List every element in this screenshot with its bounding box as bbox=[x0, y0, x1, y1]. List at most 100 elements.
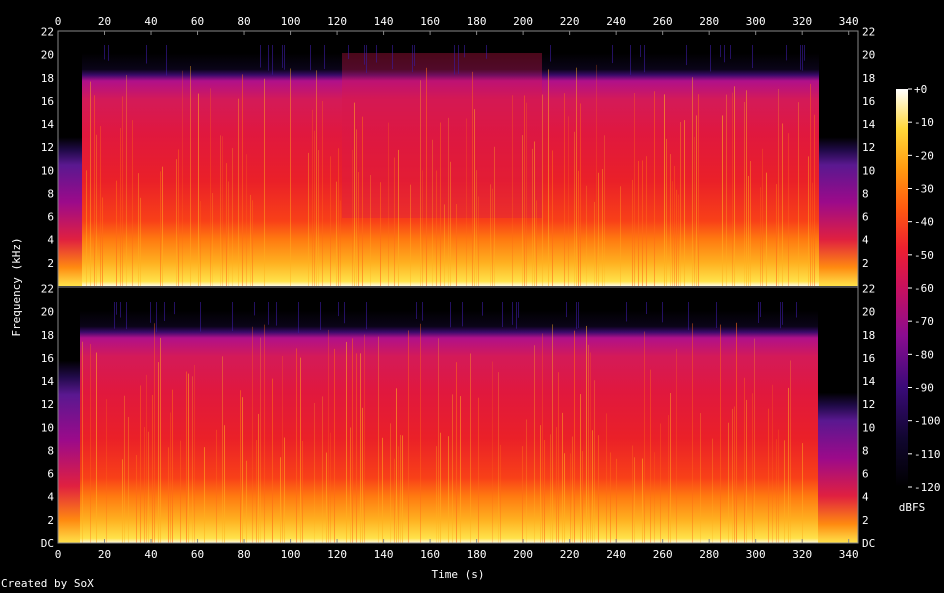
x-tick-label-bottom: 120 bbox=[327, 548, 347, 561]
channel-1-spectrogram bbox=[58, 31, 858, 287]
y-tick-label-right-bottom: 20 bbox=[862, 306, 875, 319]
y-tick-label-left-bottom: 6 bbox=[47, 468, 54, 481]
y-tick-label-left-bottom: 10 bbox=[41, 421, 54, 434]
y-tick-label-right-top: 18 bbox=[862, 72, 875, 85]
y-tick-label-left-top: 2 bbox=[47, 257, 54, 270]
y-tick-label-right-top: 20 bbox=[862, 49, 875, 62]
x-tick-label-top: 20 bbox=[98, 15, 111, 28]
y-tick-label-right-bottom: 6 bbox=[862, 468, 869, 481]
x-tick-label-top: 340 bbox=[839, 15, 859, 28]
y-tick-label-right-bottom: DC bbox=[862, 537, 875, 550]
y-tick-label-left-top: 10 bbox=[41, 164, 54, 177]
x-tick-label-top: 220 bbox=[560, 15, 580, 28]
colorbar-tick-label: -60 bbox=[914, 282, 934, 295]
x-tick-label-bottom: 0 bbox=[55, 548, 62, 561]
y-tick-label-left-bottom: 14 bbox=[41, 375, 55, 388]
x-tick-label-top: 160 bbox=[420, 15, 440, 28]
x-tick-label-bottom: 260 bbox=[653, 548, 673, 561]
x-tick-label-bottom: 160 bbox=[420, 548, 440, 561]
x-tick-label-top: 240 bbox=[606, 15, 626, 28]
x-tick-label-bottom: 80 bbox=[237, 548, 250, 561]
x-tick-label-bottom: 200 bbox=[513, 548, 533, 561]
x-tick-label-top: 320 bbox=[792, 15, 812, 28]
colorbar-label: dBFS bbox=[899, 501, 926, 514]
x-tick-label-bottom: 300 bbox=[746, 548, 766, 561]
x-tick-label-top: 280 bbox=[699, 15, 719, 28]
y-axis-label: Frequency (kHz) bbox=[10, 237, 23, 336]
y-tick-label-right-top: 8 bbox=[862, 187, 869, 200]
colorbar-tick-label: -80 bbox=[914, 348, 934, 361]
x-tick-label-top: 60 bbox=[191, 15, 204, 28]
y-tick-label-left-top: 18 bbox=[41, 72, 54, 85]
y-tick-label-left-bottom: 18 bbox=[41, 329, 54, 342]
y-tick-label-left-top: 22 bbox=[41, 26, 54, 39]
y-tick-label-left-bottom: 4 bbox=[47, 491, 54, 504]
colorbar-tick-label: -10 bbox=[914, 116, 934, 129]
x-tick-label-bottom: 280 bbox=[699, 548, 719, 561]
colorbar-tick-label: -90 bbox=[914, 382, 934, 395]
x-tick-label-bottom: 340 bbox=[839, 548, 859, 561]
colorbar: +0 -10 -20 -30 -40 -50 -60 -70 -80 -90 -100 -110 -12… bbox=[896, 83, 941, 514]
x-tick-label-top: 100 bbox=[281, 15, 301, 28]
colorbar-tick-label: -120 bbox=[914, 481, 941, 494]
credit-text: Created by SoX bbox=[1, 577, 94, 590]
y-tick-label-right-bottom: 22 bbox=[862, 283, 875, 296]
y-tick-label-right-top: 2 bbox=[862, 257, 869, 270]
y-tick-label-left-bottom: DC bbox=[41, 537, 54, 550]
x-tick-label-bottom: 180 bbox=[467, 548, 487, 561]
x-tick-label-bottom: 320 bbox=[792, 548, 812, 561]
y-tick-label-left-bottom: 2 bbox=[47, 514, 54, 527]
y-tick-label-right-bottom: 16 bbox=[862, 352, 875, 365]
y-tick-label-right-bottom: 18 bbox=[862, 329, 875, 342]
colorbar-tick-label: -30 bbox=[914, 183, 934, 196]
y-tick-label-right-top: 6 bbox=[862, 211, 869, 224]
x-tick-label-bottom: 60 bbox=[191, 548, 204, 561]
x-tick-label-bottom: 240 bbox=[606, 548, 626, 561]
y-tick-label-right-bottom: 8 bbox=[862, 444, 869, 457]
x-tick-label-top: 140 bbox=[374, 15, 394, 28]
x-tick-label-top: 300 bbox=[746, 15, 766, 28]
y-tick-label-right-top: 22 bbox=[862, 26, 875, 39]
channel-2-spectrogram bbox=[58, 288, 858, 543]
x-tick-label-top: 120 bbox=[327, 15, 347, 28]
colorbar-tick-label: -50 bbox=[914, 249, 934, 262]
y-tick-label-left-bottom: 8 bbox=[47, 444, 54, 457]
y-tick-label-left-top: 6 bbox=[47, 211, 54, 224]
x-tick-label-top: 180 bbox=[467, 15, 487, 28]
colorbar-tick-label: -40 bbox=[914, 216, 934, 229]
y-tick-label-right-top: 16 bbox=[862, 95, 875, 108]
x-tick-label-bottom: 220 bbox=[560, 548, 580, 561]
x-tick-label-bottom: 100 bbox=[281, 548, 301, 561]
colorbar-tick-label: -70 bbox=[914, 315, 934, 328]
x-tick-label-top: 0 bbox=[55, 15, 62, 28]
y-tick-label-left-top: 12 bbox=[41, 141, 54, 154]
colorbar-gradient bbox=[896, 89, 908, 487]
y-tick-label-left-top: 14 bbox=[41, 118, 55, 131]
colorbar-tick-label: -100 bbox=[914, 415, 941, 428]
y-tick-label-left-top: 8 bbox=[47, 187, 54, 200]
y-tick-label-left-bottom: 16 bbox=[41, 352, 54, 365]
y-tick-label-right-bottom: 4 bbox=[862, 491, 869, 504]
channel-1-signal-band bbox=[82, 53, 819, 286]
x-tick-label-top: 200 bbox=[513, 15, 533, 28]
colorbar-tick-label: -20 bbox=[914, 149, 934, 162]
y-tick-label-left-bottom: 12 bbox=[41, 398, 54, 411]
colorbar-tick-label: +0 bbox=[914, 83, 927, 96]
y-tick-label-right-bottom: 2 bbox=[862, 514, 869, 527]
y-tick-label-right-top: 14 bbox=[862, 118, 876, 131]
x-tick-label-top: 40 bbox=[144, 15, 157, 28]
y-tick-label-right-bottom: 12 bbox=[862, 398, 875, 411]
x-tick-label-bottom: 140 bbox=[374, 548, 394, 561]
x-tick-label-bottom: 40 bbox=[144, 548, 157, 561]
y-tick-label-right-top: 12 bbox=[862, 141, 875, 154]
x-tick-label-top: 260 bbox=[653, 15, 673, 28]
y-tick-label-left-top: 4 bbox=[47, 234, 54, 247]
y-tick-label-left-bottom: 20 bbox=[41, 306, 54, 319]
x-axis-label: Time (s) bbox=[432, 568, 485, 581]
y-tick-label-left-top: 20 bbox=[41, 49, 54, 62]
y-tick-label-left-top: 16 bbox=[41, 95, 54, 108]
y-tick-label-left-bottom: 22 bbox=[41, 283, 54, 296]
y-tick-label-right-bottom: 14 bbox=[862, 375, 876, 388]
y-tick-label-right-bottom: 10 bbox=[862, 421, 875, 434]
